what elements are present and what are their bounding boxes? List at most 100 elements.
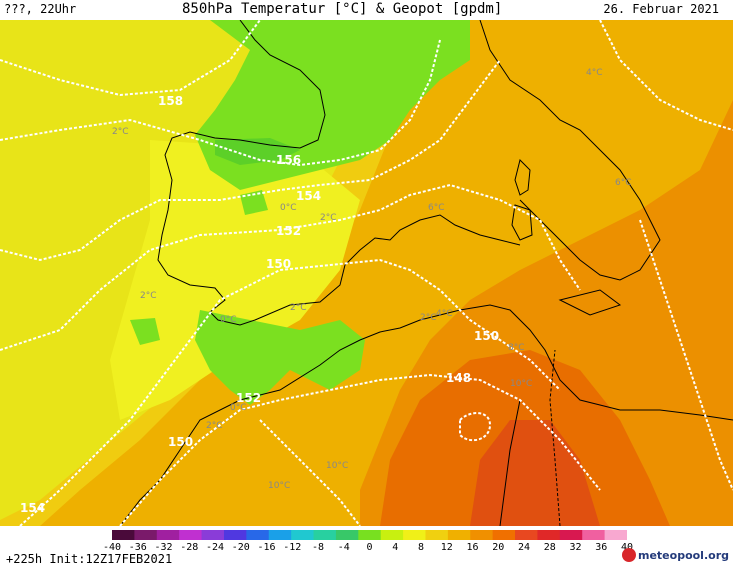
color-scale-tick-label: 20: [492, 542, 505, 553]
color-scale-swatch: [447, 530, 471, 540]
temp-label: 2°C: [112, 127, 129, 137]
color-scale-tick-label: 32: [569, 542, 582, 553]
color-scale-swatch: [470, 530, 494, 540]
temp-label: 10°C: [326, 461, 348, 471]
color-scale-swatch: [492, 530, 516, 540]
color-scale-swatch: [582, 530, 606, 540]
geo-label-152: 152: [276, 224, 301, 238]
color-scale-swatch: [403, 530, 426, 540]
temp-label: 8°C: [508, 343, 525, 353]
color-scale-swatch: [201, 530, 225, 540]
contour-east: [599, 19, 733, 131]
geopotential-contours: [0, 19, 733, 527]
border-line: [549, 349, 561, 527]
zone-green-core: [215, 138, 300, 165]
geo-label-158: 158: [158, 94, 183, 108]
color-scale-tick-label: 0: [366, 542, 373, 553]
zone-red-core: [470, 420, 600, 526]
color-scale-labels: -40 -36 -32 -28 -24 -20 -16 -12 -8 -4 0 4 8 12 16 20 24 2…: [96, 542, 636, 556]
temp-label: 0°C: [280, 203, 297, 213]
model-run-info: +225h Init:12Z17FEB2021: [6, 552, 173, 566]
temp-label: 10°C: [510, 379, 532, 389]
map-title: 850hPa Temperatur [°C] & Geopot [gpdm]: [182, 1, 503, 17]
temp-label: 4°C: [586, 68, 603, 78]
footer: -40 -36 -32 -28 -24 -20 -16 -12 -8 -4 0 4 8 12 16 20 24 2…: [0, 526, 733, 566]
temp-label: 4°C: [436, 309, 453, 319]
color-scale-tick-label: -16: [257, 542, 276, 553]
color-scale-tick-label: -4: [337, 542, 350, 553]
geo-label-154b: 154: [20, 501, 45, 515]
color-scale-tick-label: -40: [102, 542, 122, 553]
temp-label: 10°C: [268, 481, 290, 491]
brand-logo[interactable]: meteopool.org: [622, 546, 729, 564]
africa-coast: [119, 304, 733, 527]
color-scale-tick-label: 4: [392, 542, 399, 553]
contour-158: [0, 19, 261, 97]
coastlines: [119, 19, 733, 527]
temperature-labels: 2°C 0°C 2°C 2°C 2°C 0°C 2°C 0°C 2°C 6°C …: [112, 68, 632, 491]
header: ???, 22Uhr 850hPa Temperatur [°C] & Geop…: [0, 0, 733, 20]
color-scale-swatch: [559, 530, 583, 540]
zone-green-patch-2: [240, 190, 268, 215]
color-scale-tick-label: -12: [283, 542, 302, 553]
temp-label: 0°C: [220, 315, 237, 325]
sicily: [558, 289, 622, 316]
temp-label: 6°C: [428, 203, 445, 213]
forecast-date: 26. Februar 2021: [603, 2, 719, 16]
color-scale-tick-label: 24: [517, 542, 531, 553]
color-scale-swatch: [537, 530, 561, 540]
iberia-coast: [157, 19, 521, 326]
geo-label-156: 156: [276, 153, 301, 167]
contour-150: [19, 258, 561, 527]
contour-148-cell: [459, 412, 492, 442]
forecast-time-label: ???, 22Uhr: [4, 2, 77, 16]
geo-label-152b: 152: [236, 391, 261, 405]
temp-label: 0°C: [230, 403, 247, 413]
color-scale-tick-label: 36: [595, 542, 608, 553]
temp-label: 6°C: [615, 178, 632, 188]
geo-label-148: 148: [446, 371, 471, 385]
contour-east-2: [639, 219, 733, 491]
geo-label-150c: 150: [474, 329, 499, 343]
meteopool-logo-icon: [622, 548, 636, 562]
temp-label: 2°C: [290, 303, 307, 313]
contour-152: [0, 183, 581, 351]
color-scale-swatch: [425, 530, 449, 540]
color-scale-tick-label: -32: [154, 542, 173, 553]
zone-green-patch-1: [130, 318, 160, 345]
italy-coast: [479, 19, 661, 281]
color-scale-swatch: [335, 530, 359, 540]
color-scale-tick-label: 40: [621, 542, 633, 553]
color-scale-swatch: [134, 530, 158, 540]
temp-label: 2°C: [140, 291, 157, 301]
color-scale-tick-label: -36: [128, 542, 147, 553]
contour-156: [0, 39, 441, 167]
color-scale-swatch: [604, 530, 627, 540]
color-scale-tick-label: 28: [543, 542, 556, 553]
color-scale-tick-label: -20: [231, 542, 250, 553]
temp-label: 2°C: [206, 421, 223, 431]
geo-label-150: 150: [266, 257, 291, 271]
color-scale-swatch: [112, 530, 135, 540]
color-scale-tick-label: -24: [205, 542, 225, 553]
border-line-2: [499, 399, 521, 527]
color-scale-tick-label: 8: [417, 542, 425, 553]
color-scale-swatch: [515, 530, 538, 540]
temp-label: 2°C: [420, 313, 437, 323]
zone-green-south: [195, 310, 365, 405]
color-scale-tick-label: 16: [466, 542, 479, 553]
temperature-map: 158 156 154 152 150 152 150 148 150 154 …: [0, 19, 733, 527]
color-scale-swatch: [380, 530, 404, 540]
contour-148: [119, 373, 601, 527]
color-scale-tick-label: 12: [440, 542, 453, 553]
zone-bright-yellow: [110, 140, 360, 420]
geopotential-labels: 158 156 154 152 150 152 150 148 150 154: [20, 94, 499, 515]
geo-label-150b: 150: [168, 435, 193, 449]
color-scale-swatch: [291, 530, 315, 540]
color-scale-tick-label: -28: [180, 542, 199, 553]
color-scale-bar: [112, 530, 627, 540]
corsica: [514, 159, 531, 196]
color-scale-tick-label: -8: [311, 542, 325, 553]
color-scale-swatch: [246, 530, 270, 540]
map-svg: 158 156 154 152 150 152 150 148 150 154 …: [0, 19, 733, 527]
